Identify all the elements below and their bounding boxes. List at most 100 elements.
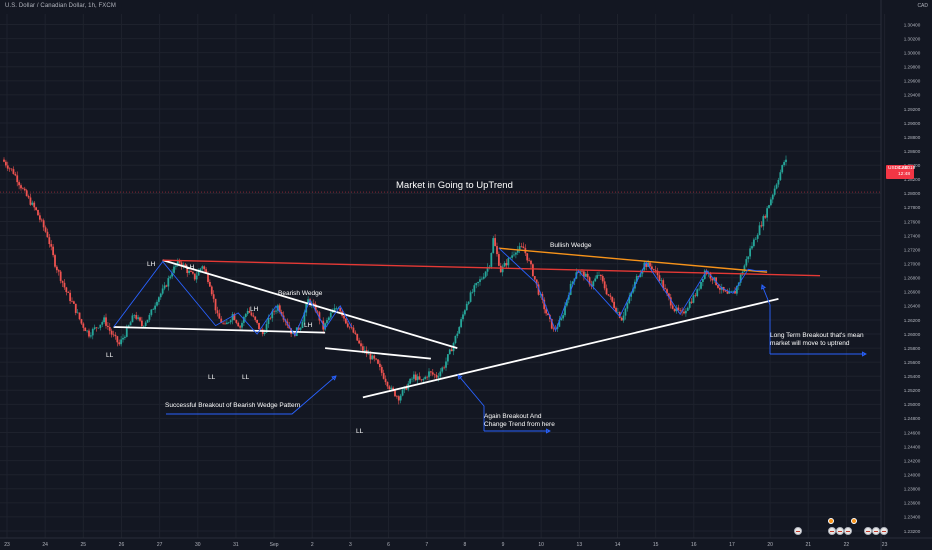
candle-body (46, 231, 49, 238)
candle-body (486, 267, 489, 272)
candle-body (439, 371, 442, 377)
event-flag-icon[interactable] (851, 518, 857, 524)
candle-body (229, 320, 232, 323)
ll-label: LL (106, 352, 114, 359)
candle-body (212, 294, 215, 299)
lh-label: LH (304, 322, 313, 329)
economic-event-icon[interactable] (844, 527, 852, 535)
candle-body (299, 327, 302, 330)
candle-body (275, 310, 277, 312)
price-tick-label: 1.26000 (904, 332, 921, 337)
event-flag-icon[interactable] (828, 518, 834, 524)
time-tick-label: 27 (157, 542, 163, 548)
candle-body (110, 330, 113, 335)
candle-body (420, 379, 423, 381)
candle-body (203, 266, 206, 270)
candle-body (429, 371, 432, 373)
time-tick-label: Sep (270, 542, 279, 548)
candle-body (259, 329, 262, 330)
candle-body (150, 309, 153, 315)
candle-body (375, 358, 378, 360)
trend-line-bearish-wedge-upper (162, 259, 458, 349)
candle-body (558, 319, 561, 327)
candle-body (594, 278, 597, 282)
candle-body (537, 284, 540, 295)
candle-body (509, 257, 512, 259)
candle-body (650, 266, 653, 270)
candle-body (231, 314, 234, 321)
candle-body (586, 273, 589, 278)
candle-body (401, 389, 404, 396)
trend-line-bullish-wedge (498, 247, 768, 273)
candle-body (186, 267, 189, 273)
candle-body (649, 262, 651, 267)
candle-body (29, 197, 32, 205)
price-axis[interactable]: 1.30400 1.30200 1.30000 1.29800 1.29600 1.294… (880, 0, 921, 550)
candle-body (592, 281, 595, 287)
candle-body (632, 288, 634, 293)
candle-body (220, 318, 223, 323)
breakout-callout-arrow-head (331, 375, 337, 381)
candle-body (95, 327, 98, 328)
price-tick-label: 1.30400 (904, 22, 921, 27)
candle-body (116, 336, 119, 343)
candle-body (191, 271, 194, 274)
candle-body (707, 273, 710, 275)
candle-body (754, 238, 757, 240)
candle-body (554, 328, 557, 330)
candle-body (683, 311, 685, 314)
time-axis[interactable]: 23 24 25 26 27 30 31 Sep 2 3 6 7 8 9 10 13 14 15 16 17 20 21 2… (0, 537, 932, 548)
candle-body (395, 396, 398, 397)
candle-body (480, 278, 483, 280)
candle-body (565, 299, 568, 306)
candle-body (698, 288, 701, 290)
successful-breakout-label: Successful Breakout of Bearish Wedge Pat… (165, 402, 301, 409)
candle-body (677, 307, 680, 311)
candle-body (157, 297, 160, 302)
candle-body (373, 355, 376, 359)
candle-body (210, 286, 213, 295)
candle-body (135, 315, 138, 319)
candle-body (739, 274, 742, 283)
economic-event-icon[interactable] (872, 527, 880, 535)
candle-body (756, 235, 759, 239)
swing-zigzag (498, 247, 768, 332)
candle-body (749, 248, 752, 257)
candle-body (539, 294, 542, 295)
candle-body (76, 312, 79, 314)
trend-line-bearish-wedge-lower (113, 326, 326, 334)
candle-body (416, 376, 419, 381)
candle-body (615, 307, 617, 313)
candle-body (37, 209, 39, 216)
candle-body (137, 317, 140, 319)
candle-body (329, 312, 332, 318)
candle-body (760, 225, 763, 227)
price-tick-label: 1.23800 (904, 487, 921, 492)
candle-body (125, 327, 128, 337)
economic-event-icon[interactable] (828, 527, 836, 535)
candle-body (163, 285, 166, 289)
economic-event-icon[interactable] (836, 527, 844, 535)
candle-body (747, 256, 750, 260)
candle-body (193, 273, 196, 280)
candle-body (180, 262, 183, 267)
candle-body (484, 271, 487, 277)
candle-body (242, 317, 245, 323)
economic-event-icon[interactable] (864, 527, 872, 535)
candle-body (21, 188, 24, 189)
candle-body (639, 273, 642, 277)
candle-body (660, 280, 663, 281)
candle-body (545, 309, 548, 314)
candle-body (380, 367, 383, 373)
candle-body (71, 301, 73, 302)
candle-body (214, 298, 217, 311)
economic-event-icon[interactable] (794, 527, 802, 535)
candle-body (605, 288, 608, 295)
price-tick-label: 1.29800 (904, 65, 921, 70)
candle-body (711, 278, 714, 281)
economic-event-icon[interactable] (880, 527, 888, 535)
candle-body (514, 252, 517, 255)
candle-body (40, 219, 43, 221)
candle-body (505, 263, 508, 266)
